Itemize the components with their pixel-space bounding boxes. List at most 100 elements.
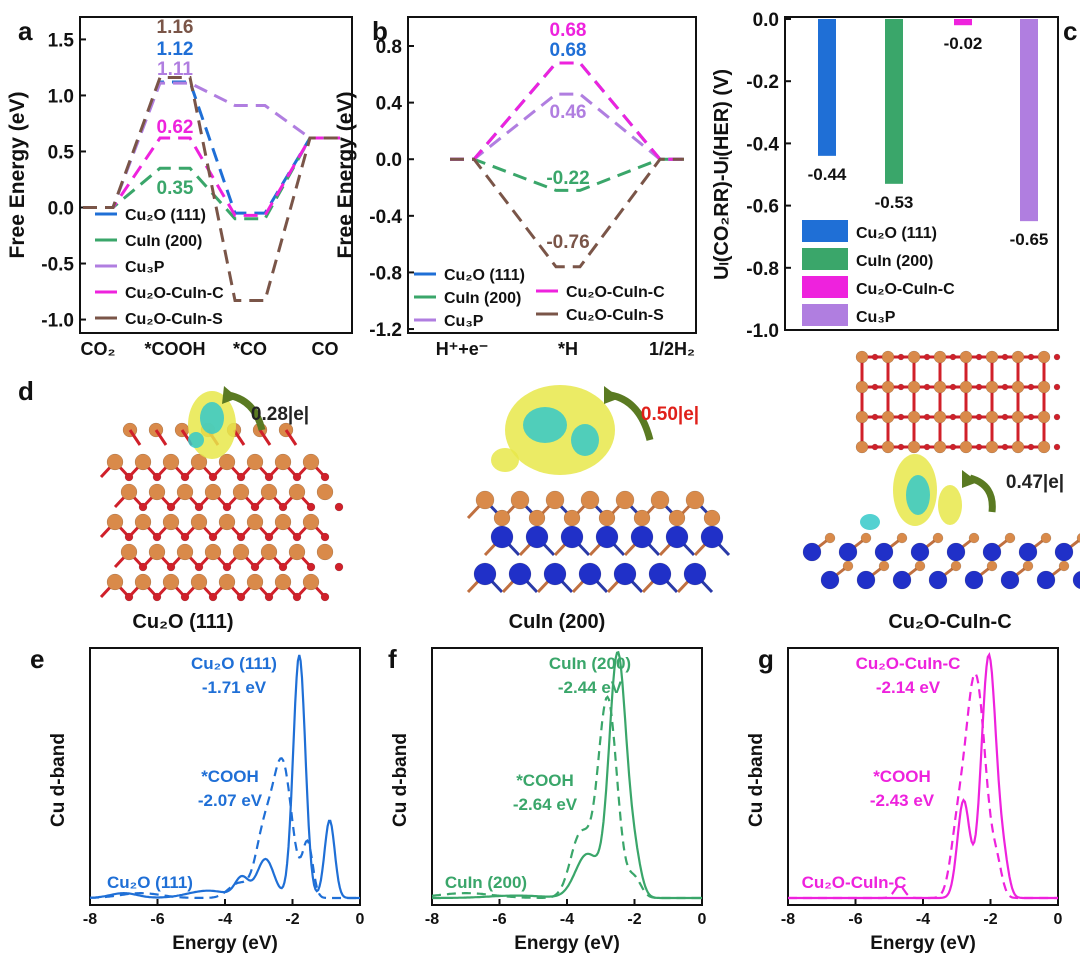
data-label: -0.76 [546, 232, 589, 253]
atom [106, 453, 124, 471]
atom [907, 440, 921, 454]
legend-label: Cu₂O-CuIn-C [802, 873, 907, 892]
d-band-label: *COOH [516, 771, 574, 790]
atom [320, 532, 330, 542]
y-tick-label: 1.0 [48, 86, 74, 107]
atom [871, 443, 879, 451]
atom [1001, 413, 1009, 421]
atom [563, 509, 581, 527]
atom [1076, 533, 1080, 543]
y-tick-label: -0.4 [746, 134, 779, 155]
legend-swatch [802, 248, 848, 270]
atom [975, 353, 983, 361]
charge-density-isosurface [938, 485, 962, 525]
atom [933, 410, 947, 424]
y-tick-label: -0.4 [369, 207, 402, 228]
legend-label: CuIn (200) [856, 253, 933, 270]
atom [897, 383, 905, 391]
y-axis-label: Cu d-band [390, 733, 411, 827]
plot-frame-b [407, 16, 697, 334]
x-tick-label: -2 [983, 911, 997, 928]
bar-3 [1020, 19, 1038, 222]
atom [1027, 353, 1035, 361]
y-tick-label: 0.5 [48, 142, 75, 163]
atom [878, 560, 890, 572]
legend-label: Cu₂O-CuIn-S [125, 311, 223, 328]
atom [232, 483, 250, 501]
bar-1 [885, 19, 903, 184]
y-tick-label: -1.0 [41, 311, 74, 332]
atom [274, 573, 292, 591]
atom [874, 542, 894, 562]
atom [842, 560, 854, 572]
atom [218, 453, 236, 471]
bond [128, 429, 142, 446]
y-tick-label: -1.0 [746, 321, 779, 342]
atom [946, 542, 966, 562]
y-tick-label: -0.2 [746, 72, 779, 93]
atom [950, 560, 962, 572]
atom [923, 353, 931, 361]
x-tick-label: -6 [150, 911, 164, 928]
legend-label: CuIn (200) [444, 290, 521, 307]
x-category-label: 1/2H₂ [649, 339, 695, 359]
legend-label: Cu₂O (111) [107, 873, 193, 892]
atom [685, 490, 705, 510]
atom [1053, 383, 1061, 391]
atom [613, 562, 637, 586]
atom [683, 562, 707, 586]
atom [975, 443, 983, 451]
atom [949, 443, 957, 451]
bond [154, 429, 168, 446]
atom [288, 543, 306, 561]
charge-transfer-label: 0.28|e| [251, 404, 309, 425]
dband-curve-cooh [431, 695, 702, 900]
atom [871, 353, 879, 361]
atom [288, 483, 306, 501]
charge-transfer-label: 0.47|e| [1006, 472, 1064, 493]
d-band-center-value: -2.14 eV [876, 678, 941, 697]
legend-label: Cu₂O (111) [125, 207, 206, 224]
d-band-label: CuIn (200) [549, 654, 631, 673]
d-band-label: Cu₂O-CuIn-C [856, 654, 961, 673]
atom [490, 525, 514, 549]
atom [648, 562, 672, 586]
atom [910, 542, 930, 562]
atom [1001, 383, 1009, 391]
bar-value-label: -0.65 [1010, 230, 1049, 249]
atom [306, 502, 316, 512]
y-tick-label: -0.5 [41, 255, 74, 276]
y-axis-label: Cu d-band [746, 733, 767, 827]
atom [802, 542, 822, 562]
bar-0 [818, 19, 836, 156]
x-axis-label: Energy (eV) [870, 933, 976, 954]
atom [985, 440, 999, 454]
x-category-label: CO₂ [81, 339, 116, 359]
atom [615, 490, 635, 510]
plot-frame-a [79, 16, 353, 334]
legend-label: Cu₂O-CuIn-S [566, 307, 664, 324]
atom [985, 410, 999, 424]
atom [1053, 413, 1061, 421]
atom [1001, 353, 1009, 361]
atom [907, 410, 921, 424]
atom [162, 573, 180, 591]
atom [334, 502, 344, 512]
atom [855, 350, 869, 364]
atom [881, 410, 895, 424]
series-line-4 [83, 76, 340, 303]
atom [982, 542, 1002, 562]
atom [1058, 560, 1070, 572]
atom [190, 453, 208, 471]
legend-swatch [802, 304, 848, 326]
atom [650, 490, 670, 510]
bar-value-label: -0.44 [808, 165, 847, 184]
dband-curve-cooh [89, 757, 360, 900]
structure-label: Cu₂O-CuIn-C [888, 611, 1011, 633]
data-label: -0.22 [546, 168, 589, 189]
atom [120, 543, 138, 561]
data-label: 0.68 [550, 20, 587, 41]
legend-label: CuIn (200) [125, 233, 202, 250]
atom [120, 483, 138, 501]
atom [871, 383, 879, 391]
